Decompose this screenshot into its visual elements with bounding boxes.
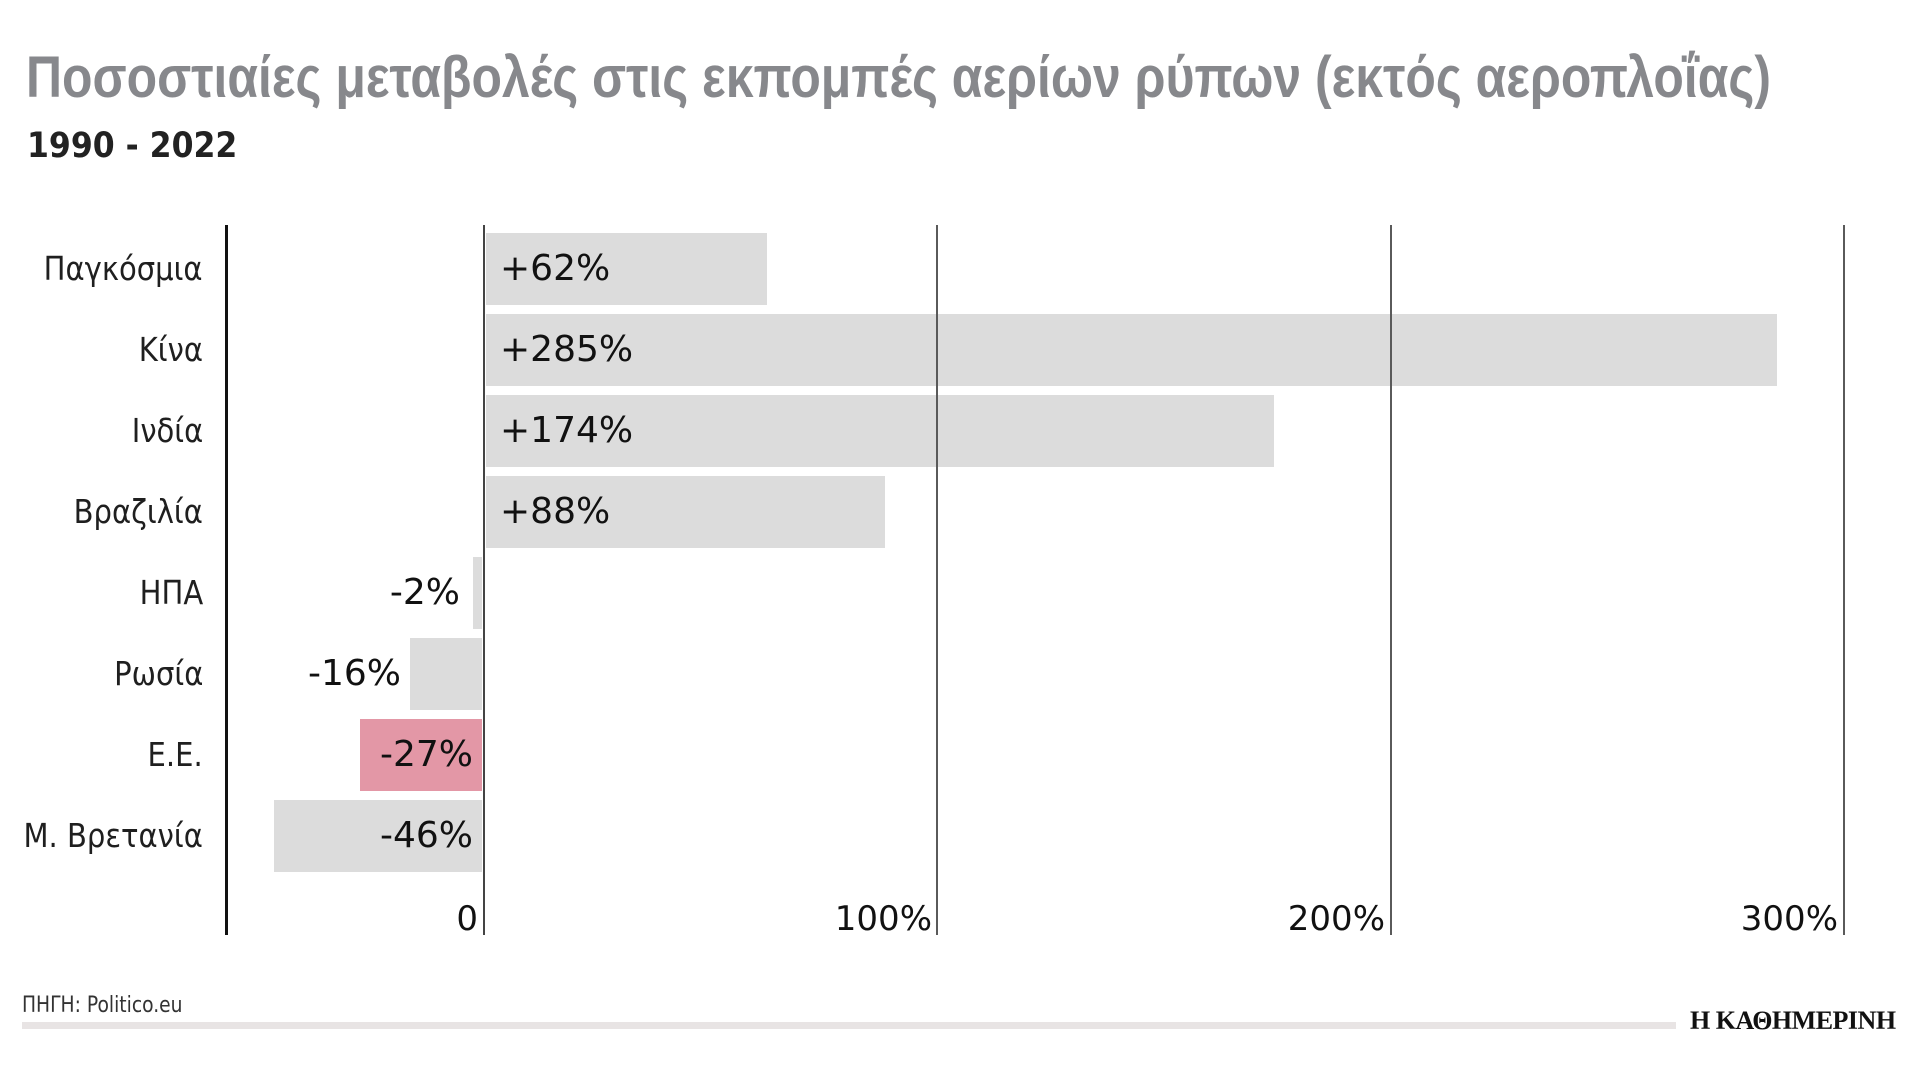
bar-uk bbox=[274, 800, 482, 872]
x-tick-label: 0 bbox=[456, 899, 478, 939]
bar-brazil bbox=[486, 476, 885, 548]
value-label: +285% bbox=[500, 329, 634, 370]
gridline-300 bbox=[1843, 225, 1845, 935]
category-label: ΗΠΑ bbox=[139, 573, 203, 612]
publisher-logo: Η ΚΑΘΗΜΕΡΙΝΗ bbox=[1690, 1006, 1896, 1035]
value-label: +174% bbox=[500, 410, 634, 451]
category-label: Ε.Ε. bbox=[147, 735, 203, 774]
bar-world bbox=[486, 233, 767, 305]
category-label: Βραζιλία bbox=[73, 492, 203, 531]
value-label: -16% bbox=[307, 653, 401, 694]
chart-subtitle: 1990 - 2022 bbox=[27, 126, 238, 166]
bar-india bbox=[486, 395, 1274, 467]
value-label: +88% bbox=[500, 491, 611, 532]
gridline-200 bbox=[1390, 225, 1392, 935]
x-tick-label: 300% bbox=[1740, 899, 1838, 939]
bar-china bbox=[486, 314, 1777, 386]
bar-eu bbox=[360, 719, 482, 791]
bar-usa bbox=[473, 557, 482, 629]
chart-title: Ποσοστιαίες μεταβολές στις εκπομπές αερί… bbox=[26, 45, 1771, 110]
category-label: Παγκόσμια bbox=[44, 249, 203, 288]
value-label: +62% bbox=[500, 248, 611, 289]
gridline-0 bbox=[483, 225, 485, 935]
x-tick-label: 200% bbox=[1287, 899, 1385, 939]
value-label: -46% bbox=[379, 815, 473, 856]
category-label: Μ. Βρετανία bbox=[23, 816, 203, 855]
x-tick-label: 100% bbox=[834, 899, 932, 939]
category-label: Ινδία bbox=[131, 411, 203, 450]
category-label: Ρωσία bbox=[113, 654, 203, 693]
value-label: -2% bbox=[389, 572, 460, 613]
source-note: ΠΗΓΗ: Politico.eu bbox=[22, 993, 183, 1018]
footer-divider bbox=[22, 1022, 1676, 1029]
category-axis-line bbox=[225, 225, 228, 935]
gridline-100 bbox=[936, 225, 938, 935]
value-label: -27% bbox=[379, 734, 473, 775]
bar-russia bbox=[410, 638, 482, 710]
category-label: Κίνα bbox=[138, 330, 203, 369]
